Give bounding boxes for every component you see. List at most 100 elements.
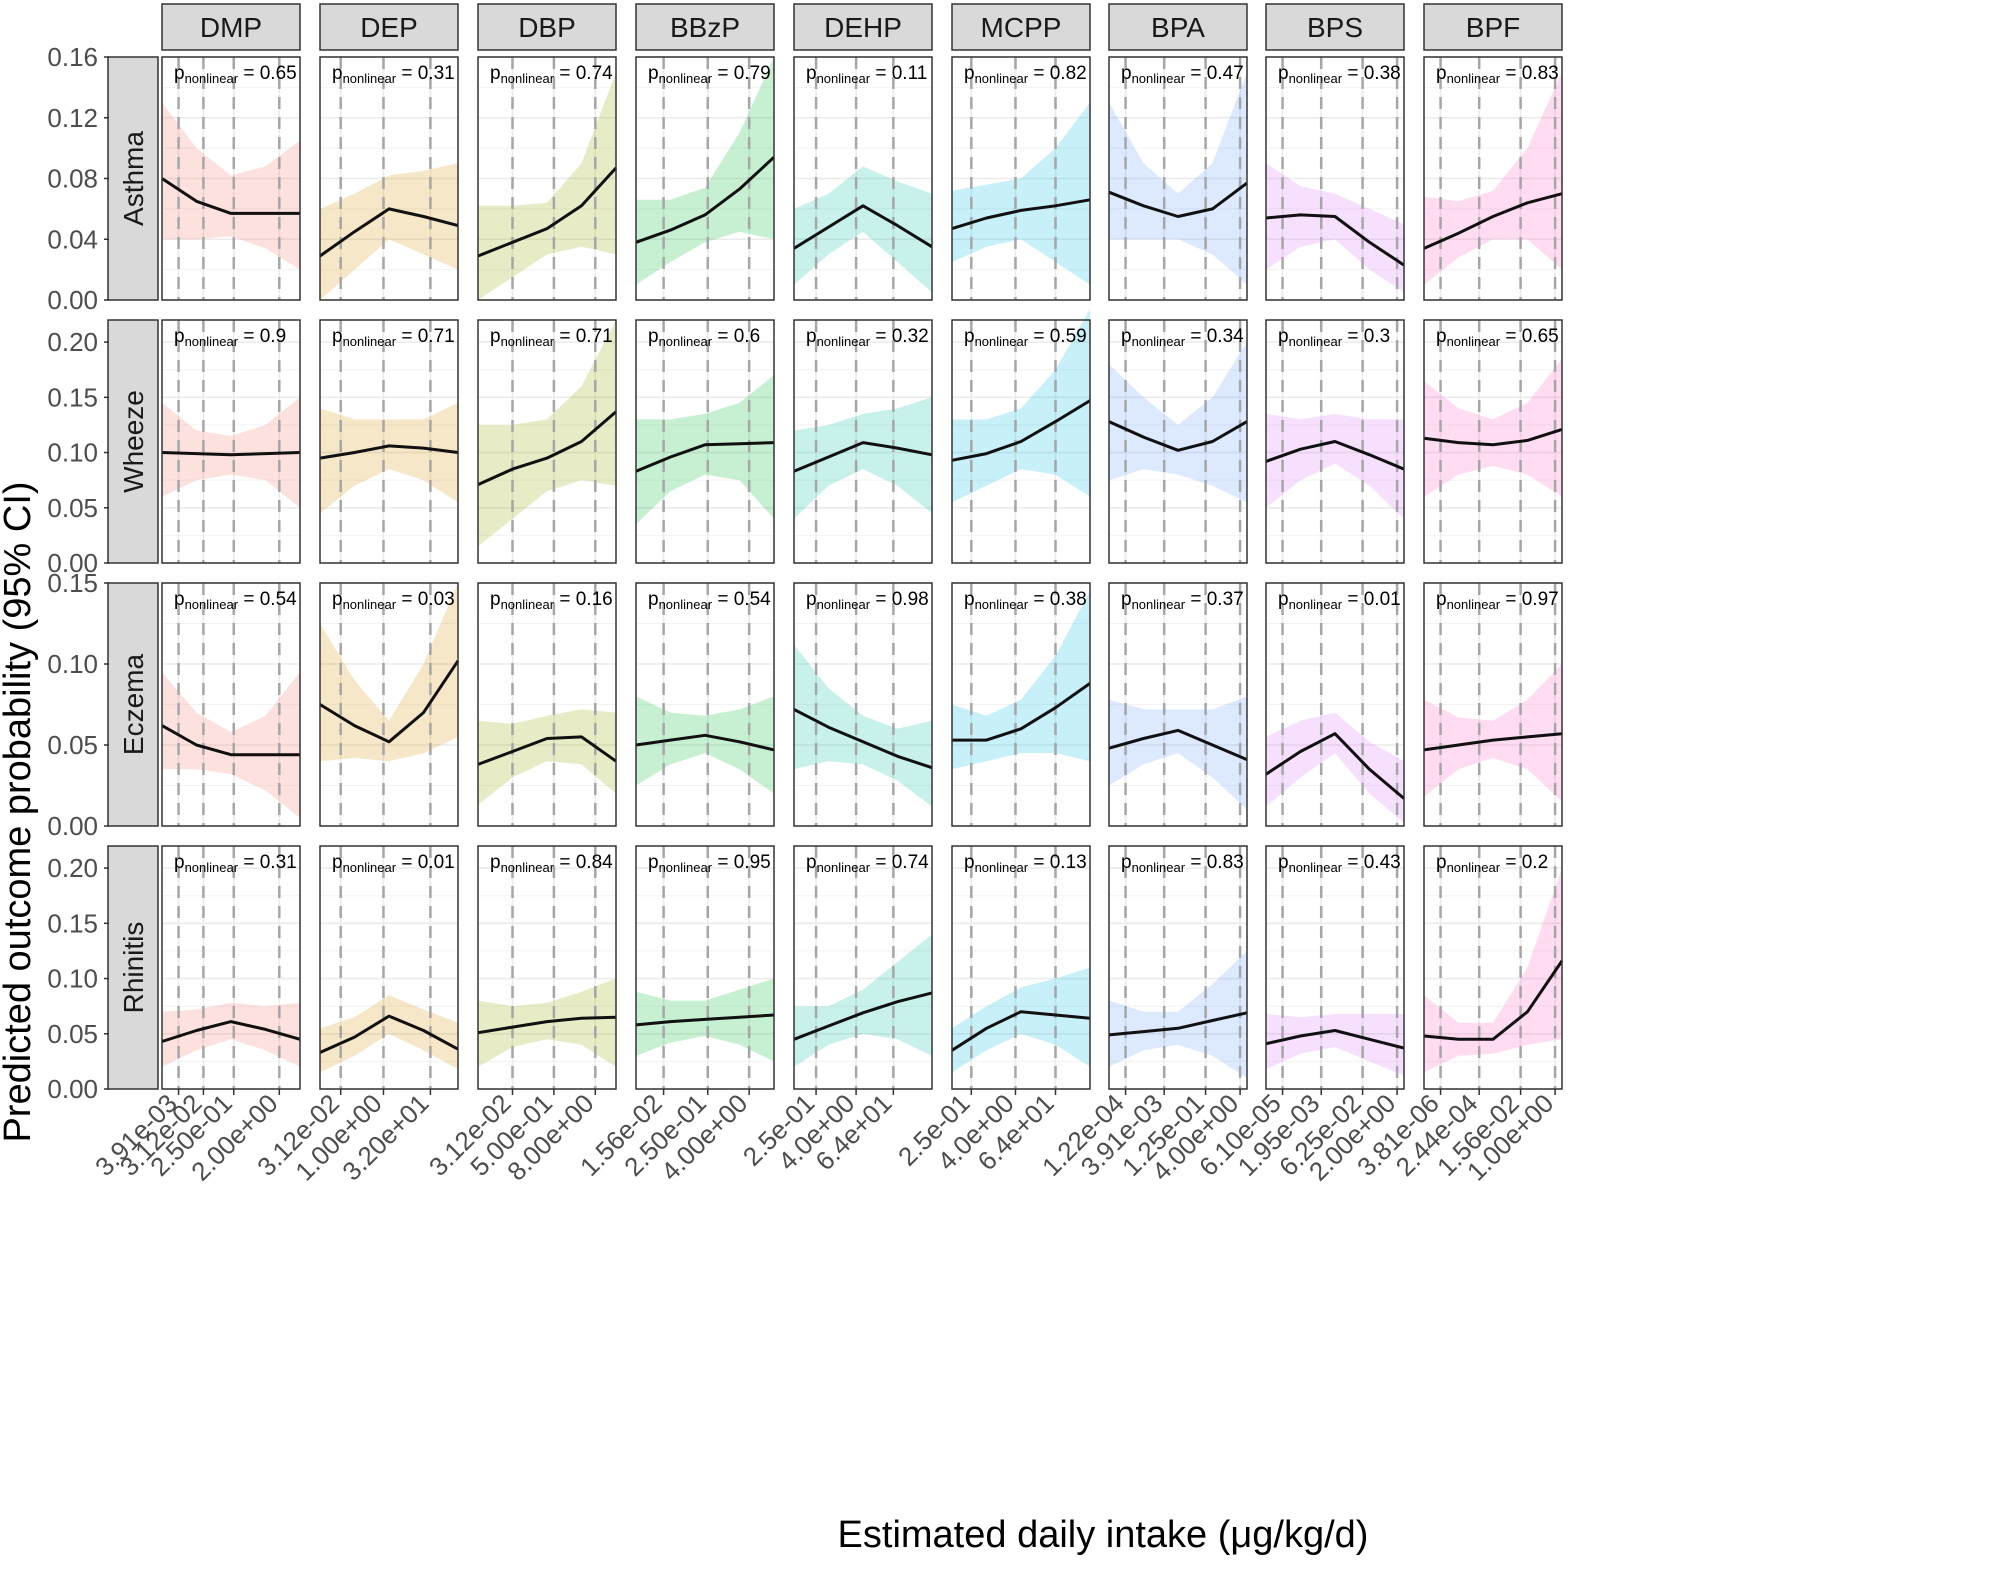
panel-grid: DMP DEP DBP BBzP DEHP MCPP BPA BPS BPF Asthma 0.00…	[47, 3, 1564, 1186]
p-value-label: pnonlinear = 0.38	[1278, 63, 1401, 86]
strip-box	[635, 3, 775, 51]
strip-rhinitis: Rhinitis	[107, 845, 159, 1090]
estimate-line	[477, 735, 617, 766]
panel-border	[635, 319, 775, 564]
p-value-label: pnonlinear = 0.83	[1436, 63, 1559, 86]
p-value-label: pnonlinear = 0.13	[964, 852, 1087, 875]
estimate-line	[477, 166, 618, 258]
ci-band	[162, 672, 300, 818]
panel-eczema-bbzp: pnonlinear = 0.54	[635, 582, 775, 827]
p-value-label: pnonlinear = 0.6	[648, 326, 760, 349]
panel-wheeze-mcpp: pnonlinear = 0.59	[951, 309, 1091, 564]
panel-border	[1423, 582, 1563, 827]
row-strip-box	[107, 845, 159, 1090]
p-value-label: pnonlinear = 0.79	[648, 63, 771, 86]
p-value-label: pnonlinear = 0.65	[174, 63, 297, 86]
strip-box	[1423, 3, 1563, 51]
panel-rhinitis-bpf: pnonlinear = 0.2	[1423, 845, 1564, 1090]
ci-band	[636, 696, 774, 794]
panel-eczema-dmp: pnonlinear = 0.54	[161, 582, 301, 827]
estimate-line	[1265, 1029, 1405, 1050]
panel-asthma-dmp: pnonlinear = 0.65	[161, 56, 301, 301]
estimate-line	[1423, 732, 1563, 752]
panel-rhinitis-dbp: pnonlinear = 0.84	[477, 845, 617, 1090]
strip-bpf: BPF	[1423, 3, 1563, 51]
panel-border	[1265, 845, 1405, 1090]
panel-border	[477, 319, 617, 564]
panel-border	[1265, 319, 1405, 564]
y-tick-label: 0.10	[47, 649, 98, 679]
strip-asthma: Asthma	[107, 56, 159, 301]
y-tick-label: 0.00	[47, 285, 98, 315]
y-tick-label: 0.15	[47, 568, 98, 598]
panel-wheeze-dbp: pnonlinear = 0.71	[477, 319, 617, 564]
panel-background	[952, 846, 1090, 1089]
strip-eczema: Eczema	[107, 582, 159, 827]
y-tick-label: 0.00	[47, 1074, 98, 1104]
panel-border	[1108, 319, 1248, 564]
strip-label: BBzP	[670, 12, 740, 43]
panel-wheeze-bpa: pnonlinear = 0.34	[1108, 319, 1248, 564]
panel-eczema-mcpp: pnonlinear = 0.38	[951, 582, 1091, 827]
panel-border	[319, 319, 459, 564]
estimate-line	[635, 156, 776, 244]
row-strip-label: Rhinitis	[118, 922, 149, 1014]
panel-eczema-bpa: pnonlinear = 0.37	[1108, 582, 1248, 827]
panel-eczema-bps: pnonlinear = 0.01	[1265, 582, 1405, 827]
p-value-label: pnonlinear = 0.31	[332, 63, 455, 86]
strip-label: MCPP	[981, 12, 1062, 43]
strip-label: BPA	[1151, 12, 1205, 43]
y-tick-label: 0.10	[47, 438, 98, 468]
panel-rhinitis-bbzp: pnonlinear = 0.95	[635, 845, 775, 1090]
p-value-label: pnonlinear = 0.65	[1436, 326, 1559, 349]
y-tick-label: 0.08	[47, 164, 98, 194]
y-tick-label: 0.15	[47, 382, 98, 412]
ci-band	[1424, 868, 1562, 1073]
p-value-label: pnonlinear = 0.97	[1436, 589, 1559, 612]
panel-border	[635, 845, 775, 1090]
p-value-label: pnonlinear = 0.38	[964, 589, 1087, 612]
panel-rhinitis-dep: pnonlinear = 0.01	[319, 845, 459, 1090]
estimate-line	[319, 207, 459, 258]
panel-asthma-dehp: pnonlinear = 0.11	[793, 56, 933, 301]
ci-band	[794, 934, 932, 1067]
p-value-label: pnonlinear = 0.01	[1278, 589, 1401, 612]
strip-dep: DEP	[319, 3, 459, 51]
estimate-line	[793, 991, 933, 1041]
estimate-line	[319, 659, 460, 744]
panel-eczema-dbp: pnonlinear = 0.16	[477, 582, 617, 827]
strip-box	[1108, 3, 1248, 51]
ci-band	[1424, 358, 1562, 497]
panel-border	[319, 56, 459, 301]
y-tick-label: 0.12	[47, 103, 98, 133]
ci-band	[320, 995, 458, 1073]
panel-border	[477, 56, 617, 301]
p-value-label: pnonlinear = 0.82	[964, 63, 1087, 86]
p-value-label: pnonlinear = 0.43	[1278, 852, 1401, 875]
p-value-label: pnonlinear = 0.47	[1121, 63, 1244, 86]
ci-band	[320, 402, 458, 514]
strip-dbp: DBP	[477, 3, 617, 51]
y-tick-label: 0.20	[47, 853, 98, 883]
p-value-label: pnonlinear = 0.74	[806, 852, 929, 875]
y-tick-label: 0.16	[47, 42, 98, 72]
p-value-label: pnonlinear = 0.11	[806, 63, 927, 86]
strip-label: DBP	[518, 12, 576, 43]
ci-band	[636, 375, 774, 525]
panel-asthma-bbzp: pnonlinear = 0.79	[635, 56, 776, 301]
panel-background	[1424, 846, 1562, 1089]
panel-background	[1109, 846, 1247, 1089]
panel-eczema-dep: pnonlinear = 0.03	[319, 582, 460, 827]
p-value-label: pnonlinear = 0.3	[1278, 326, 1390, 349]
panel-asthma-bpf: pnonlinear = 0.83	[1423, 56, 1563, 301]
panel-border	[635, 582, 775, 827]
panel-background	[1109, 320, 1247, 563]
ci-band	[162, 1002, 300, 1067]
estimate-line	[635, 733, 775, 752]
estimate-line	[951, 1010, 1091, 1052]
panel-border	[1423, 319, 1563, 564]
ci-band	[1109, 696, 1247, 810]
panel-wheeze-dehp: pnonlinear = 0.32	[793, 319, 933, 564]
estimate-line	[1108, 420, 1248, 452]
panel-asthma-mcpp: pnonlinear = 0.82	[951, 56, 1091, 301]
